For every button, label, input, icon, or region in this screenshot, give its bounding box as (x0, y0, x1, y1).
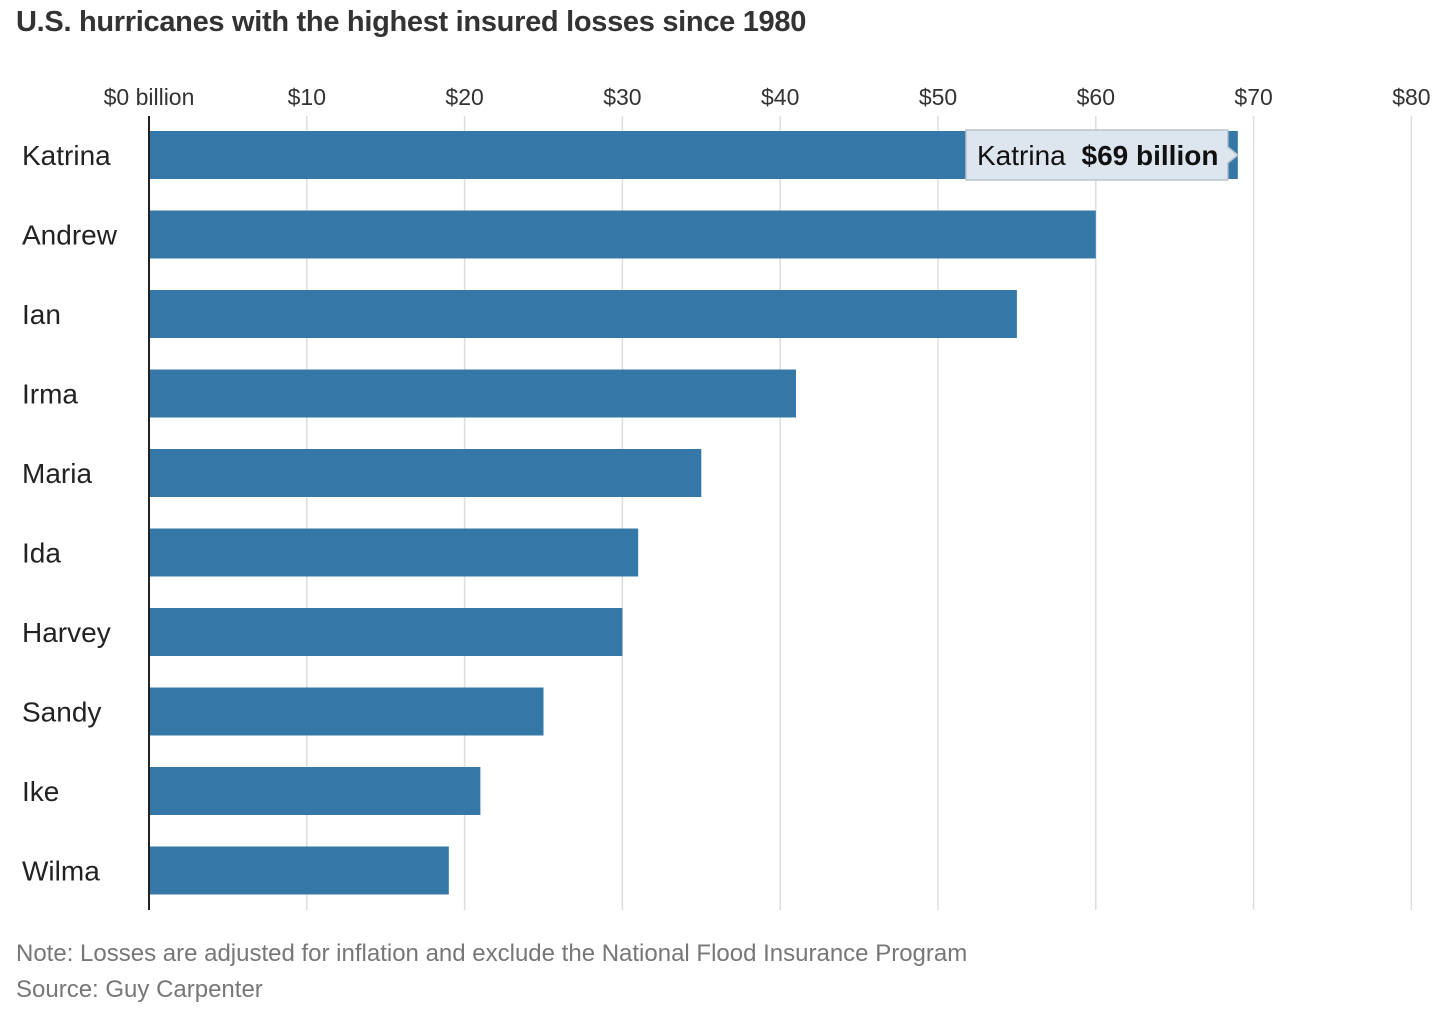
bar-andrew[interactable] (149, 210, 1096, 259)
tooltip: Katrina $69 billion (965, 129, 1240, 181)
x-tick-label: $70 (1234, 84, 1272, 110)
category-label: Katrina (22, 140, 111, 171)
x-tick-label: $10 (288, 84, 326, 110)
category-label: Andrew (22, 220, 118, 251)
chart-note: Note: Losses are adjusted for inflation … (16, 940, 968, 967)
bar-ida[interactable] (149, 528, 639, 577)
category-label: Ike (22, 776, 59, 807)
category-label: Ida (22, 538, 61, 569)
category-label: Irma (22, 379, 78, 410)
category-label: Wilma (22, 856, 100, 887)
x-tick-label: $50 (919, 84, 957, 110)
category-label: Harvey (22, 617, 111, 648)
category-label: Sandy (22, 697, 101, 728)
bar-sandy[interactable] (149, 687, 544, 736)
chart-title: U.S. hurricanes with the highest insured… (16, 6, 807, 38)
x-tick-label: $60 (1077, 84, 1115, 110)
bar-harvey[interactable] (149, 608, 623, 656)
category-label: Maria (22, 458, 92, 489)
x-tick-label: $40 (761, 84, 799, 110)
bar-ian[interactable] (149, 290, 1017, 338)
bars (149, 131, 1238, 895)
bar-ike[interactable] (149, 767, 481, 815)
bar-maria[interactable] (149, 449, 702, 497)
category-labels: Katrina Andrew Ian Irma Maria Ida Harvey Sandy I… (22, 140, 118, 887)
category-label: Ian (22, 299, 61, 330)
x-tick-label: $80 (1392, 84, 1430, 110)
x-axis-ticks: $0 billion $10 $20 $30 $40 $50 $60 $70 $80 (104, 84, 1431, 110)
x-tick-label: $0 billion (104, 84, 195, 110)
tooltip-box (965, 129, 1240, 181)
x-tick-label: $30 (603, 84, 641, 110)
x-tick-label: $20 (445, 84, 483, 110)
tooltip-name: Katrina (977, 140, 1066, 171)
bar-wilma[interactable] (149, 846, 449, 895)
tooltip-text: Katrina $69 billion (977, 140, 1218, 171)
chart-source: Source: Guy Carpenter (16, 976, 263, 1003)
tooltip-value: $69 billion (1082, 140, 1219, 171)
bar-irma[interactable] (149, 369, 796, 418)
